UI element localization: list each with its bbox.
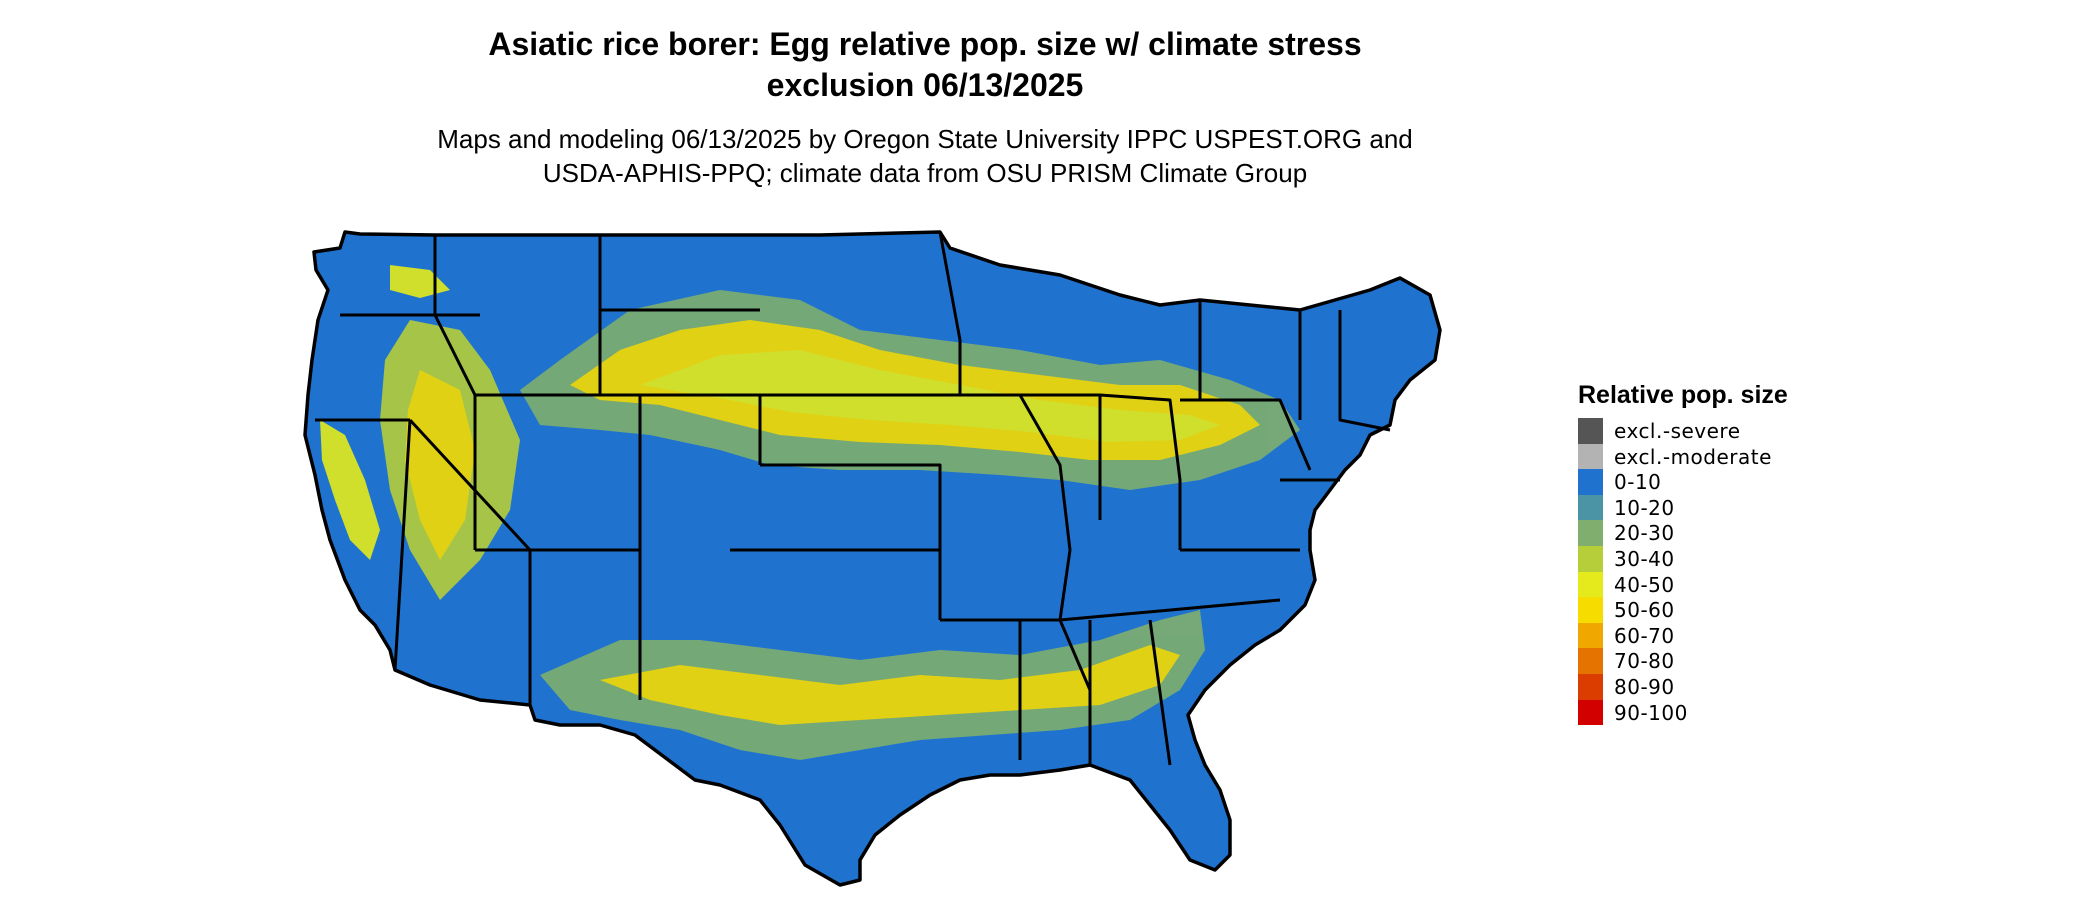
southwest-patches-inner: [405, 370, 475, 560]
legend-item: 70-80: [1578, 648, 1788, 674]
legend-item: 60-70: [1578, 622, 1788, 649]
legend-label: 30-40: [1614, 546, 1675, 571]
legend-label: 50-60: [1614, 598, 1675, 623]
legend-swatch: [1578, 571, 1603, 598]
border-rockies: [433, 235, 642, 700]
legend-item: excl.-severe: [1578, 418, 1788, 444]
legend-swatch: [1578, 622, 1603, 649]
legend-item: 30-40: [1578, 545, 1788, 572]
map-subtitle: Maps and modeling 06/13/2025 by Oregon S…: [0, 122, 1850, 190]
legend: Relative pop. size excl.-severe excl.-mo…: [1578, 380, 1788, 726]
map-subtitle-line-2: USDA-APHIS-PPQ; climate data from OSU PR…: [542, 158, 1308, 188]
legend-label: 80-90: [1614, 674, 1675, 699]
legend-label: excl.-moderate: [1614, 444, 1772, 469]
border-plains: [598, 235, 942, 620]
map-title-line-2: exclusion 06/13/2025: [766, 67, 1084, 103]
legend-item: 20-30: [1578, 520, 1788, 546]
legend-label: 10-20: [1614, 495, 1675, 520]
legend-swatch: [1578, 520, 1603, 546]
state-borders: [315, 231, 1391, 766]
legend-items: excl.-severe excl.-moderate 0-10 10-20 2…: [1578, 418, 1788, 726]
us-population-map: [303, 230, 1442, 887]
legend-label: 0-10: [1614, 470, 1662, 495]
legend-title: Relative pop. size: [1578, 381, 1788, 409]
legend-item: 40-50: [1578, 571, 1788, 598]
border-midwest: [938, 231, 1182, 621]
legend-label: excl.-severe: [1614, 419, 1741, 443]
legend-swatch: [1578, 597, 1603, 623]
border-south: [940, 548, 1300, 766]
map-title: Asiatic rice borer: Egg relative pop. si…: [0, 24, 1850, 106]
border-east: [1180, 300, 1391, 482]
legend-label: 60-70: [1614, 623, 1675, 648]
legend-item: excl.-moderate: [1578, 443, 1788, 470]
legend-item: 80-90: [1578, 673, 1788, 700]
legend-label: 70-80: [1614, 649, 1675, 674]
legend-item: 50-60: [1578, 597, 1788, 623]
legend-swatch: [1578, 494, 1603, 521]
legend-swatch: [1578, 418, 1603, 444]
map-subtitle-line-1: Maps and modeling 06/13/2025 by Oregon S…: [437, 124, 1413, 154]
legend-swatch: [1578, 545, 1603, 572]
border-west: [315, 313, 532, 705]
southern-band-inner: [600, 645, 1180, 725]
legend-item: 10-20: [1578, 494, 1788, 521]
legend-item: 90-100: [1578, 699, 1788, 726]
legend-swatch: [1578, 673, 1603, 700]
map-title-line-1: Asiatic rice borer: Egg relative pop. si…: [488, 26, 1362, 62]
legend-label: 90-100: [1614, 700, 1688, 725]
legend-swatch: [1578, 443, 1603, 470]
california-patches: [320, 420, 380, 560]
legend-swatch: [1578, 469, 1603, 495]
legend-swatch: [1578, 699, 1603, 726]
legend-label: 20-30: [1614, 521, 1675, 546]
legend-swatch: [1578, 648, 1603, 674]
legend-label: 40-50: [1614, 572, 1675, 597]
legend-item: 0-10: [1578, 469, 1788, 495]
